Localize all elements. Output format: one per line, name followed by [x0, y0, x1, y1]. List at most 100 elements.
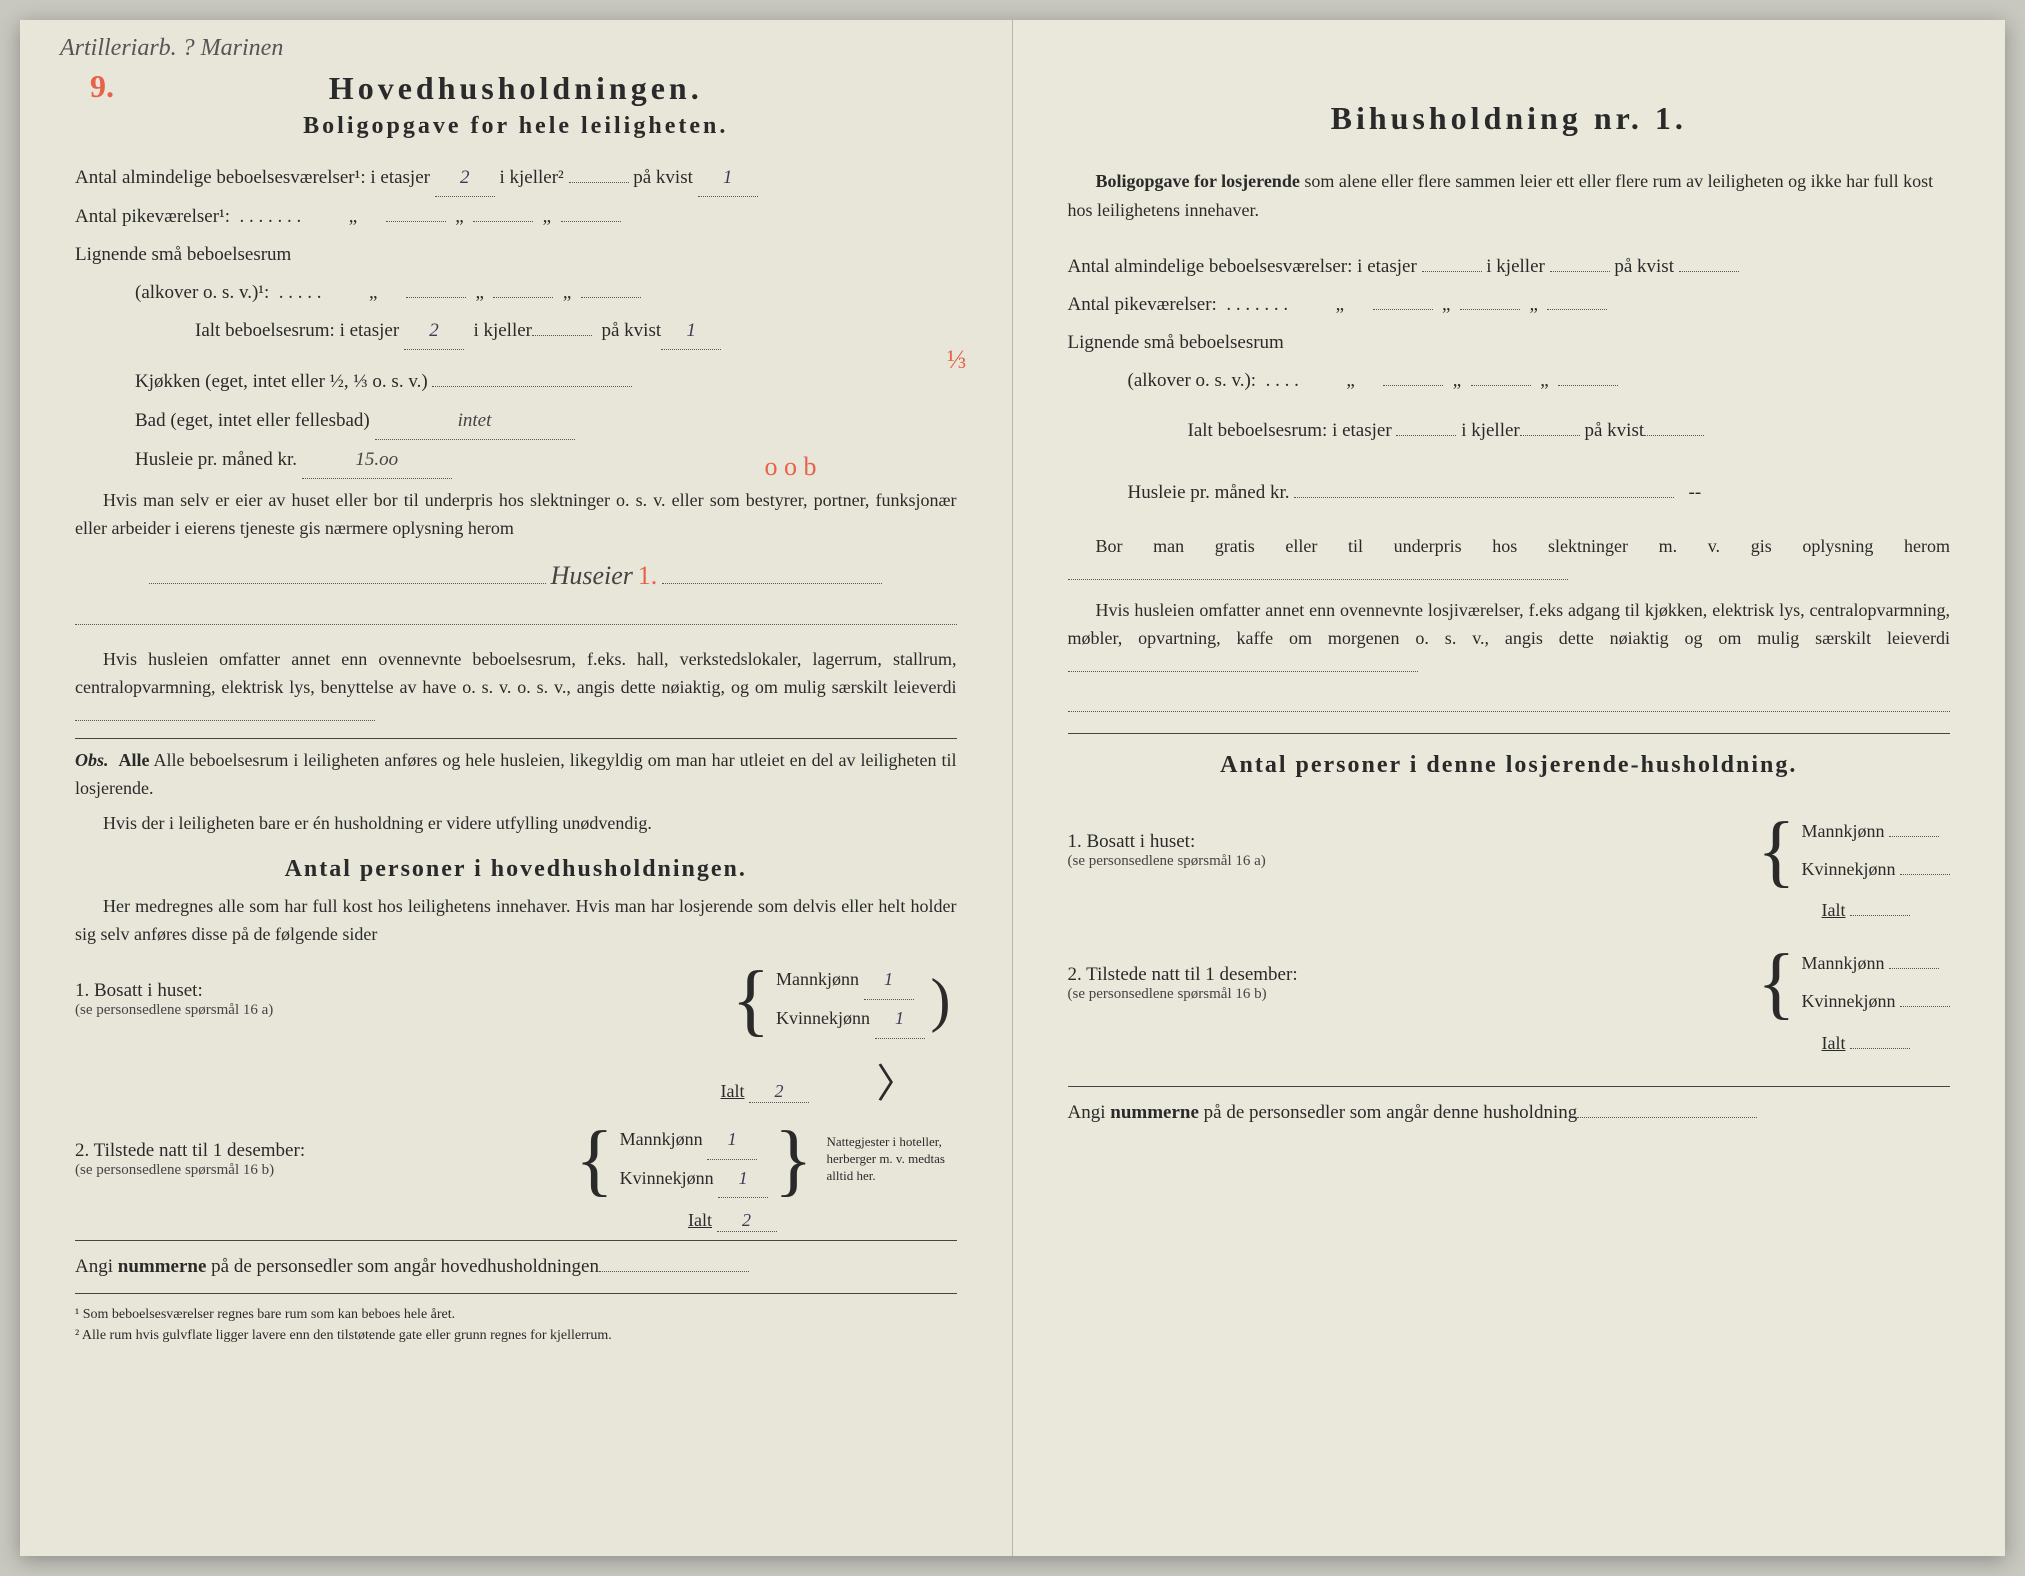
left-page: Artilleriarb. ? Marinen 9. Hovedhusholdn… [20, 20, 1013, 1556]
ialt-beboelse-line: Ialt beboelsesrum: i etasjer 2 i kjeller… [75, 313, 957, 350]
r-kvinne-label-2: Kvinnekjønn [1802, 991, 1896, 1011]
footnote-1: ¹ Som beboelsesværelser regnes bare rum … [75, 1304, 957, 1325]
document-spread: Artilleriarb. ? Marinen 9. Hovedhusholdn… [20, 20, 2005, 1556]
ialt-kjeller-value [532, 335, 592, 336]
angi-line: Angi nummerne på de personsedler som ang… [75, 1249, 957, 1285]
husleie-text: Hvis husleien omfatter annet enn ovennev… [75, 649, 957, 697]
r-rooms-label: Antal almindelige beboelsesværelser: i e… [1068, 256, 1417, 277]
bad-label: Bad (eget, intet eller fellesbad) [135, 410, 370, 431]
natte-note: Nattegjester i hoteller, herberger m. v.… [827, 1134, 957, 1185]
tilstede-k-value: 1 [718, 1160, 768, 1199]
ialt-etasjer-value: 2 [404, 313, 464, 350]
r-husleie-text: Hvis husleien omfatter annet enn ovennev… [1068, 597, 1951, 681]
rooms-kvist-label: på kvist [633, 167, 693, 188]
r-rooms-line: Antal almindelige beboelsesværelser: i e… [1068, 249, 1951, 285]
rooms-kvist-value: 1 [698, 160, 758, 197]
r-ialt-line: Ialt beboelsesrum: i etasjer i kjeller p… [1068, 413, 1951, 449]
ialt-word-2: Ialt [688, 1210, 712, 1230]
tilstede-ialt-value: 2 [717, 1210, 777, 1232]
brace-icon: { [732, 968, 770, 1032]
r-husleie-label: Husleie pr. måned kr. [1128, 482, 1290, 503]
red-one: 1. [638, 561, 658, 590]
r-bosatt-ialt: Ialt [1068, 900, 1951, 921]
rooms-kjeller-value [569, 182, 629, 183]
r-gratis: Bor man gratis eller til underpris hos s… [1096, 536, 1951, 556]
kvinne-label: Kvinnekjønn [776, 1008, 870, 1028]
r-brace-icon: { [1757, 819, 1795, 883]
r-tilstede-ialt: Ialt [1068, 1033, 1951, 1054]
r-pike-line: Antal pikeværelser: . . . . . . . „ „ „ [1068, 287, 1951, 323]
mann-label: Mannkjønn [776, 969, 859, 989]
alkover-label: (alkover o. s. v.)¹: [135, 282, 269, 303]
obs-text-2: Hvis der i leiligheten bare er én hushol… [75, 810, 957, 838]
footnote-2: ² Alle rum hvis gulvflate ligger lavere … [75, 1325, 957, 1346]
bosatt-ialt: Ialt 2 〉 [75, 1051, 957, 1109]
alkover-line: (alkover o. s. v.)¹: . . . . . „ „ „ [75, 275, 957, 311]
bosatt-ialt-value: 2 [749, 1081, 809, 1103]
handwritten-annotation: Artilleriarb. ? Marinen [60, 35, 283, 62]
kjokken-line: Kjøkken (eget, intet eller ½, ⅓ o. s. v.… [75, 364, 957, 400]
brace-close-icon-2: } [774, 1128, 812, 1192]
husleie-line: Husleie pr. måned kr. 15.oo o o b [75, 442, 957, 479]
r-tilstede-label: 2. Tilstede natt til 1 desember: [1068, 964, 1752, 986]
r-kvist-label: på kvist [1614, 256, 1674, 277]
brace-close-icon: ) [931, 976, 951, 1024]
pike-line: Antal pikeværelser¹: . . . . . . . „ „ „ [75, 199, 957, 235]
r-kjeller-label: i kjeller [1486, 256, 1545, 277]
bosatt-m-value: 1 [864, 961, 914, 1000]
bad-line: Bad (eget, intet eller fellesbad) intet [75, 403, 957, 440]
kjokken-value [432, 386, 632, 387]
ialt-word: Ialt [721, 1081, 745, 1101]
bosatt-sub: (se personsedlene spørsmål 16 a) [75, 1002, 726, 1019]
r-pike-label: Antal pikeværelser: [1068, 294, 1217, 315]
red-number: 9. [90, 68, 114, 105]
rooms-line: Antal almindelige beboelsesværelser¹: i … [75, 160, 957, 197]
footnotes: ¹ Som beboelsesværelser regnes bare rum … [75, 1304, 957, 1346]
antal-title: Antal personer i hovedhusholdningen. [75, 856, 957, 883]
r-husleie-omfatter: Hvis husleien omfatter annet enn ovennev… [1068, 600, 1951, 648]
red-oob: o o b [765, 442, 817, 491]
r-angi-line: Angi nummerne på de personsedler som ang… [1068, 1095, 1951, 1131]
husleie-label: Husleie pr. måned kr. [135, 449, 297, 470]
r-mann-label-2: Mannkjønn [1802, 953, 1885, 973]
kvinne-label-2: Kvinnekjønn [620, 1168, 714, 1188]
husleie-omfatter-text: Hvis husleien omfatter annet enn ovennev… [75, 646, 957, 730]
subtitle: Boligopgave for hele leiligheten. [75, 113, 957, 140]
mann-label-2: Mannkjønn [620, 1129, 703, 1149]
r-gratis-text: Bor man gratis eller til underpris hos s… [1068, 533, 1951, 589]
r-ialt-word-2: Ialt [1822, 1033, 1846, 1053]
ialt-kvist-value: 1 [661, 313, 721, 350]
r-bosatt-sub: (se personsedlene spørsmål 16 a) [1068, 853, 1752, 870]
bosatt-label: 1. Bosatt i huset: [75, 980, 726, 1002]
r-alkover-label: (alkover o. s. v.): [1128, 370, 1257, 391]
antal-intro: Her medregnes alle som har full kost hos… [75, 893, 957, 949]
r-alkover-line: (alkover o. s. v.): . . . . „ „ „ [1068, 363, 1951, 399]
main-title: Hovedhusholdningen. [75, 70, 957, 107]
r-ialt-label: Ialt beboelsesrum: i etasjer [1188, 420, 1392, 441]
rooms-etasjer-value: 2 [435, 160, 495, 197]
r-lignende-line: Lignende små beboelsesrum [1068, 325, 1951, 361]
rooms-kjeller-label: i kjeller² [499, 167, 563, 188]
tilstede-block: 2. Tilstede natt til 1 desember: (se per… [75, 1121, 957, 1199]
bosatt-block: 1. Bosatt i huset: (se personsedlene spø… [75, 961, 957, 1039]
tilstede-sub: (se personsedlene spørsmål 16 b) [75, 1162, 569, 1179]
r-kvinne-label: Kvinnekjønn [1802, 859, 1896, 879]
right-intro: Boligopgave for losjerende som alene ell… [1068, 167, 1951, 225]
red-fraction: ⅓ [947, 335, 967, 384]
bosatt-k-value: 1 [875, 1000, 925, 1039]
owner-fill-line: Huseier 1. [75, 551, 957, 600]
r-husleie-line: Husleie pr. måned kr. -- [1068, 475, 1951, 511]
pike-label: Antal pikeværelser¹: [75, 206, 230, 227]
bad-value: intet [375, 403, 575, 440]
r-mann-label: Mannkjønn [1802, 821, 1885, 841]
rooms-label: Antal almindelige beboelsesværelser¹: i … [75, 167, 430, 188]
tilstede-ialt: Ialt 2 [75, 1210, 957, 1232]
r-bosatt-label: 1. Bosatt i huset: [1068, 831, 1752, 853]
kjokken-label: Kjøkken (eget, intet eller ½, ⅓ o. s. v.… [135, 371, 428, 392]
r-tilstede-sub: (se personsedlene spørsmål 16 b) [1068, 986, 1752, 1003]
ialt-label: Ialt beboelsesrum: i etasjer [195, 320, 399, 341]
r-tilstede-block: 2. Tilstede natt til 1 desember: (se per… [1068, 945, 1951, 1021]
r-brace-icon-2: { [1757, 951, 1795, 1015]
obs-block: Obs. Alle Alle beboelsesrum i leilighete… [75, 747, 957, 803]
tilstede-label: 2. Tilstede natt til 1 desember: [75, 1140, 569, 1162]
